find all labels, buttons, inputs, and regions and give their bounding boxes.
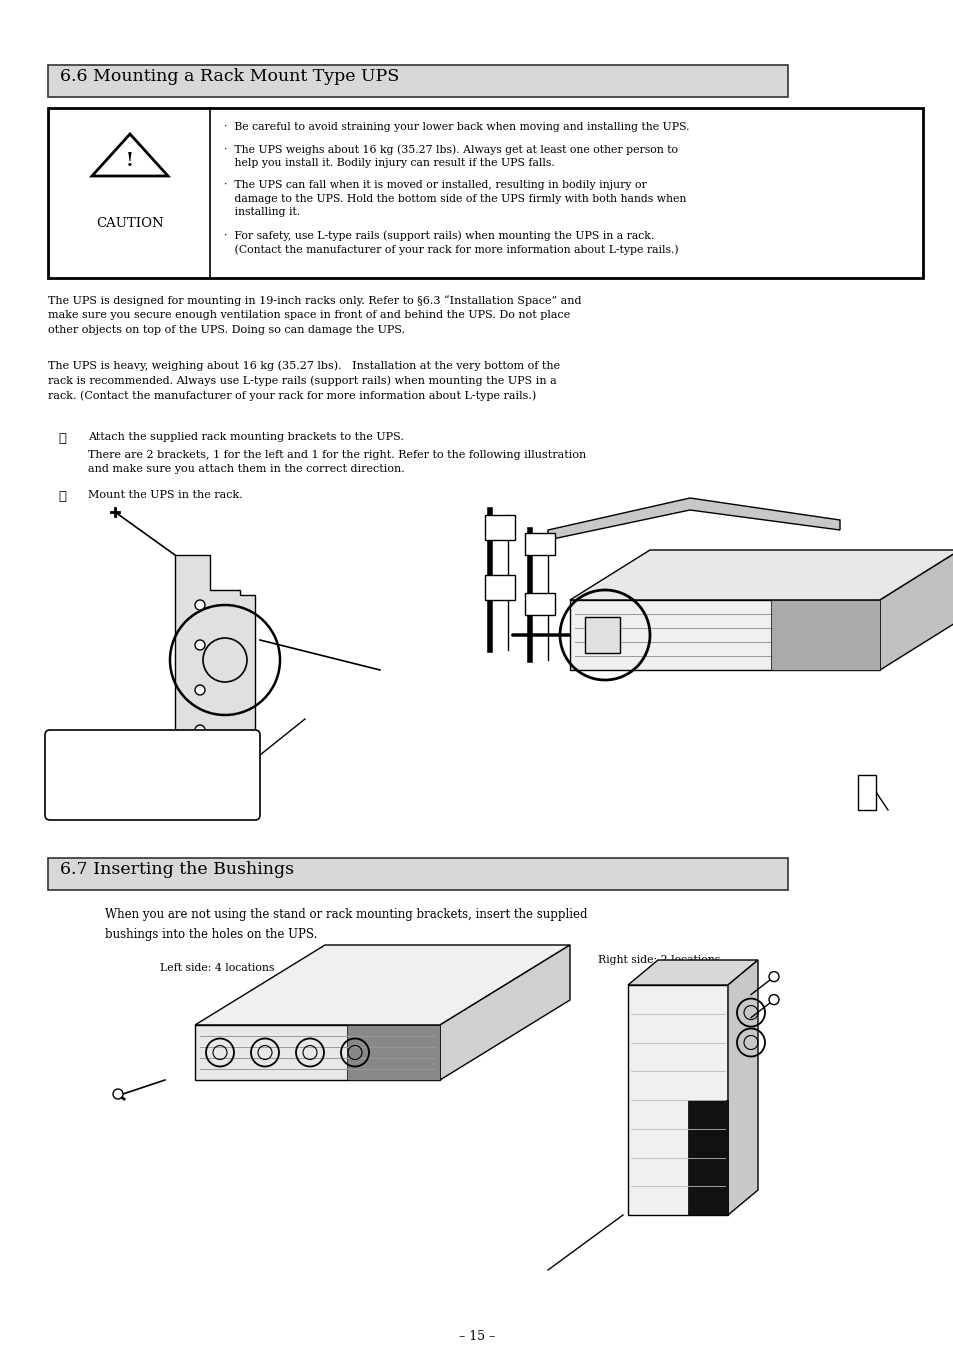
Text: ②: ② bbox=[58, 490, 66, 503]
Polygon shape bbox=[439, 944, 569, 1079]
Polygon shape bbox=[547, 499, 840, 540]
Text: ①: ① bbox=[58, 432, 66, 444]
Polygon shape bbox=[627, 961, 758, 985]
Text: ·  For safety, use L-type rails (support rails) when mounting the UPS in a rack.: · For safety, use L-type rails (support … bbox=[224, 230, 678, 255]
Polygon shape bbox=[569, 600, 879, 670]
Bar bbox=[48, 108, 923, 278]
Polygon shape bbox=[174, 555, 254, 761]
Circle shape bbox=[194, 640, 205, 650]
Polygon shape bbox=[194, 944, 569, 1025]
Polygon shape bbox=[569, 550, 953, 600]
Text: CAUTION: CAUTION bbox=[96, 218, 164, 230]
Text: – 15 –: – 15 – bbox=[458, 1329, 495, 1343]
Circle shape bbox=[194, 725, 205, 735]
Polygon shape bbox=[627, 985, 727, 1215]
Text: !: ! bbox=[126, 153, 133, 170]
Polygon shape bbox=[771, 600, 879, 670]
Polygon shape bbox=[727, 961, 758, 1215]
Polygon shape bbox=[347, 1025, 439, 1079]
Polygon shape bbox=[879, 550, 953, 670]
Text: When you are not using the stand or rack mounting brackets, insert the supplied: When you are not using the stand or rack… bbox=[105, 908, 587, 921]
Bar bbox=[857, 775, 875, 811]
Text: ①Attach the left and right
rack mounting brackets so
that the large and small
ho: ①Attach the left and right rack mounting… bbox=[58, 740, 198, 786]
Bar bbox=[48, 858, 787, 890]
Bar bbox=[524, 534, 555, 555]
Bar bbox=[524, 593, 555, 615]
Text: ·  The UPS can fall when it is moved or installed, resulting in bodily injury or: · The UPS can fall when it is moved or i… bbox=[224, 180, 685, 218]
Polygon shape bbox=[687, 1100, 727, 1215]
Text: There are 2 brackets, 1 for the left and 1 for the right. Refer to the following: There are 2 brackets, 1 for the left and… bbox=[88, 450, 586, 474]
Text: 6.7 Inserting the Bushings: 6.7 Inserting the Bushings bbox=[60, 861, 294, 878]
Bar bbox=[484, 576, 515, 600]
FancyBboxPatch shape bbox=[45, 730, 260, 820]
Bar bbox=[584, 617, 619, 653]
Text: ·  The UPS weighs about 16 kg (35.27 lbs). Always get at least one other person : · The UPS weighs about 16 kg (35.27 lbs)… bbox=[224, 145, 678, 168]
Circle shape bbox=[768, 971, 779, 982]
Text: bushings into the holes on the UPS.: bushings into the holes on the UPS. bbox=[105, 928, 317, 942]
Text: Right side: 2 locations: Right side: 2 locations bbox=[598, 955, 720, 965]
Text: Mount the UPS in the rack.: Mount the UPS in the rack. bbox=[88, 490, 242, 500]
Circle shape bbox=[768, 994, 779, 1005]
Bar bbox=[48, 65, 787, 97]
Text: ·  Be careful to avoid straining your lower back when moving and installing the : · Be careful to avoid straining your low… bbox=[224, 122, 689, 132]
Circle shape bbox=[194, 685, 205, 694]
Text: The UPS is designed for mounting in 19-inch racks only. Refer to §6.3 “Installat: The UPS is designed for mounting in 19-i… bbox=[48, 295, 581, 335]
Text: 6.6 Mounting a Rack Mount Type UPS: 6.6 Mounting a Rack Mount Type UPS bbox=[60, 68, 399, 85]
Text: Attach the supplied rack mounting brackets to the UPS.: Attach the supplied rack mounting bracke… bbox=[88, 432, 403, 442]
Circle shape bbox=[194, 600, 205, 611]
Text: Left side: 4 locations: Left side: 4 locations bbox=[160, 963, 274, 973]
Text: The UPS is heavy, weighing about 16 kg (35.27 lbs).   Installation at the very b: The UPS is heavy, weighing about 16 kg (… bbox=[48, 359, 559, 401]
Bar bbox=[484, 515, 515, 540]
Polygon shape bbox=[194, 1025, 439, 1079]
Circle shape bbox=[112, 1089, 123, 1098]
